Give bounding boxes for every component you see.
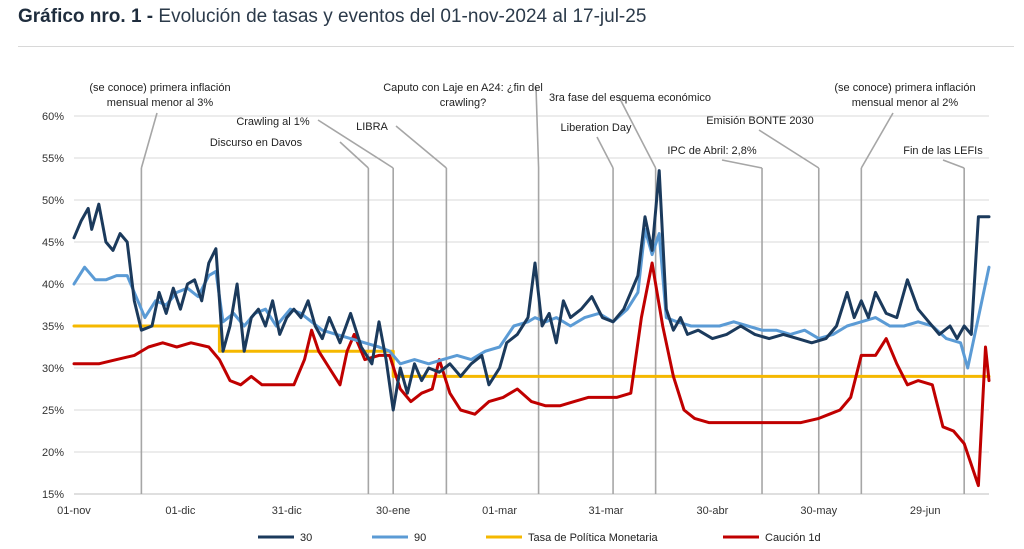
event-leader	[317, 119, 394, 169]
chart-title: Gráfico nro. 1 - Evolución de tasas y ev…	[18, 6, 646, 28]
x-tick-label: 29-jun	[910, 505, 941, 517]
event-label: (se conoce) primera inflación	[89, 82, 230, 94]
legend-label: Tasa de Política Monetaria	[528, 532, 659, 544]
annotations: (se conoce) primera inflación mensual men…	[89, 82, 983, 157]
x-tick-label: 30-abr	[696, 505, 728, 517]
y-tick-label: 25%	[42, 405, 64, 417]
x-tick-label: 01-mar	[482, 505, 517, 517]
y-tick-label: 20%	[42, 447, 64, 459]
series-line-30	[72, 169, 991, 412]
x-tick-label: 30-may	[800, 505, 837, 517]
event-leader	[942, 159, 965, 169]
event-label: mensual menor al 2%	[852, 97, 959, 109]
event-label: Caputo con Laje en A24: ¿fin del	[383, 82, 543, 94]
event-leader	[758, 129, 820, 169]
title-text: Evolución de tasas y eventos del 01-nov-…	[158, 6, 647, 27]
event-leader	[618, 96, 657, 169]
y-tick-label: 40%	[42, 279, 64, 291]
event-label: 3ra fase del esquema económico	[549, 92, 711, 104]
x-tick-label: 30-ene	[376, 505, 410, 517]
series-line-cauci-n-1d	[72, 261, 991, 488]
legend-label: 90	[414, 532, 426, 544]
event-label: IPC de Abril: 2,8%	[667, 145, 756, 157]
x-tick-label: 31-dic	[272, 505, 302, 517]
y-tick-label: 45%	[42, 237, 64, 249]
event-label: crawling?	[440, 97, 486, 109]
legend-label: Caución 1d	[765, 532, 821, 544]
event-leader	[339, 141, 369, 169]
legend: 30 90 Tasa de Política Monetaria Caución 1d	[258, 532, 821, 544]
event-leader	[140, 112, 158, 169]
x-tick-label: 01-dic	[165, 505, 195, 517]
series-lines	[72, 169, 991, 488]
y-axis: 15% 20% 25% 30% 35% 40% 45% 50% 55% 60%	[42, 111, 64, 501]
y-tick-label: 35%	[42, 321, 64, 333]
grid-lines	[74, 115, 989, 495]
event-label: Crawling al 1%	[236, 116, 310, 128]
title-bold: Gráfico nro. 1 -	[18, 6, 154, 27]
x-axis: 01-nov 01-dic 31-dic 30-ene 01-mar 31-mar 30-a…	[57, 505, 940, 517]
y-tick-label: 50%	[42, 195, 64, 207]
event-leader	[860, 112, 894, 169]
y-tick-label: 15%	[42, 489, 64, 501]
event-label: LIBRA	[356, 121, 388, 133]
x-tick-label: 31-mar	[589, 505, 624, 517]
event-label: mensual menor al 3%	[107, 97, 214, 109]
event-label: Liberation Day	[561, 122, 632, 134]
event-leader	[535, 86, 540, 169]
y-tick-label: 30%	[42, 363, 64, 375]
event-label: Fin de las LEFIs	[903, 145, 983, 157]
event-label: (se conoce) primera inflación	[834, 82, 975, 94]
title-divider	[18, 46, 1014, 47]
y-tick-label: 60%	[42, 111, 64, 123]
event-label: Discurso en Davos	[210, 137, 303, 149]
legend-label: 30	[300, 532, 312, 544]
x-tick-label: 01-nov	[57, 505, 91, 517]
event-leader	[596, 136, 614, 169]
event-leader	[721, 159, 763, 169]
y-tick-label: 55%	[42, 153, 64, 165]
event-label: Emisión BONTE 2030	[706, 115, 814, 127]
event-leader	[395, 125, 447, 169]
